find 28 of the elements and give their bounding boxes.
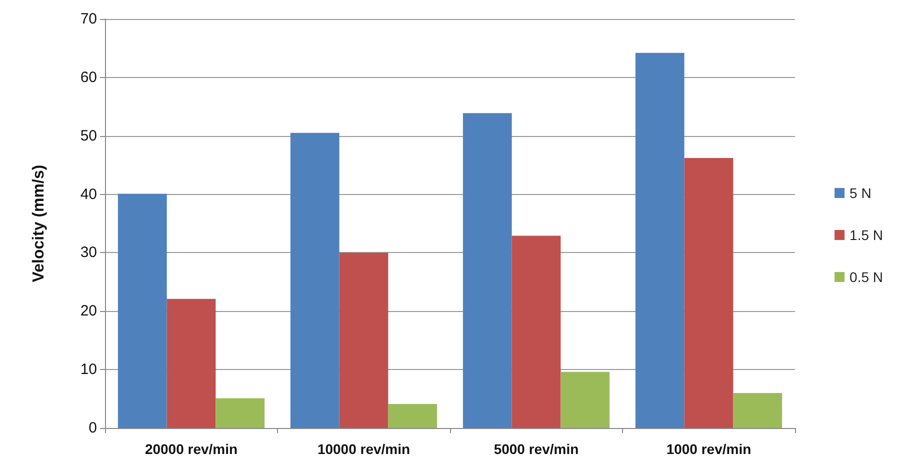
y-tick-label: 20 bbox=[80, 302, 97, 320]
bar bbox=[462, 113, 512, 428]
bar bbox=[512, 236, 561, 428]
legend-label: 1.5 N bbox=[850, 227, 884, 243]
bar bbox=[388, 404, 438, 428]
y-tick-label: 60 bbox=[80, 68, 97, 86]
bar bbox=[635, 52, 684, 428]
y-tick-label: 30 bbox=[80, 244, 97, 262]
x-tick-label: 1000 rev/min bbox=[666, 441, 752, 457]
bar bbox=[216, 398, 265, 428]
bar bbox=[339, 252, 388, 428]
bar bbox=[290, 132, 340, 428]
legend-label: 5 N bbox=[850, 185, 872, 201]
y-axis-title: Velocity (mm/s) bbox=[30, 164, 48, 282]
bar bbox=[560, 372, 610, 428]
y-tick-label: 10 bbox=[80, 361, 97, 378]
y-tick-label: 50 bbox=[80, 127, 97, 144]
x-tick-label: 10000 rev/min bbox=[317, 441, 410, 457]
legend-label: 0.5 N bbox=[850, 269, 884, 285]
bar bbox=[166, 298, 216, 428]
y-tick-label: 0 bbox=[88, 420, 97, 436]
bar bbox=[733, 392, 782, 428]
x-tick-label: 20000 rev/min bbox=[144, 441, 238, 457]
y-tick-label: 40 bbox=[80, 186, 97, 203]
bar bbox=[684, 158, 734, 428]
bar bbox=[118, 194, 167, 428]
y-tick-label: 70 bbox=[80, 10, 97, 28]
x-tick-label: 5000 rev/min bbox=[494, 441, 579, 457]
